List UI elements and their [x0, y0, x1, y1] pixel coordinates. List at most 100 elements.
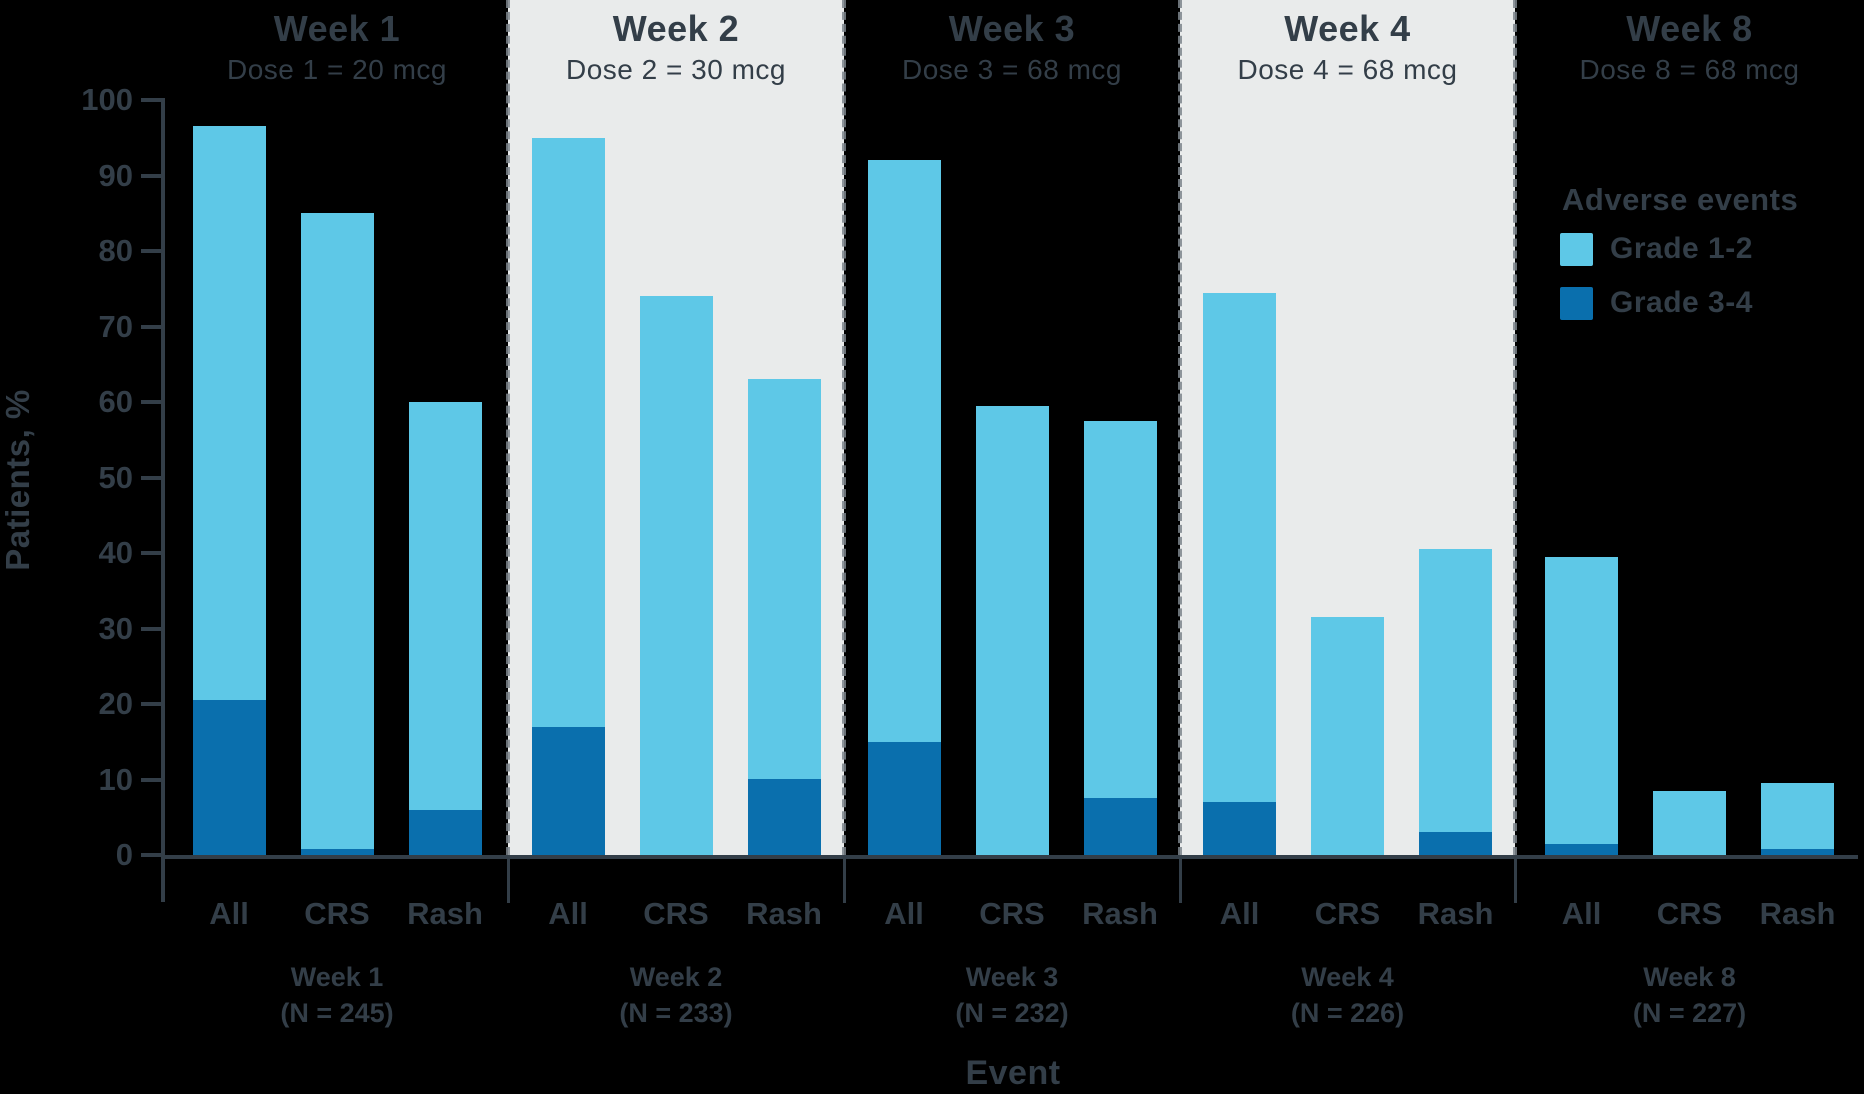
- y-tick-label: 20: [98, 686, 133, 721]
- group-week-label: Week 1: [290, 962, 384, 992]
- grade-1-2-segment: [1311, 617, 1384, 855]
- x-axis-line: [161, 855, 1858, 859]
- grade-3-4-segment: [867, 741, 941, 855]
- legend-title: Adverse events: [1562, 182, 1799, 217]
- y-tick: [141, 626, 162, 631]
- x-tick-label-crs: CRS: [979, 896, 1045, 931]
- y-tick-label: 30: [98, 610, 133, 646]
- grade-3-4-segment: [1083, 798, 1157, 855]
- group-divider: [507, 859, 510, 903]
- bar-week1-crs: [300, 213, 374, 855]
- grade-1-2-segment: [639, 296, 713, 855]
- y-tick-label: 80: [98, 233, 133, 268]
- grade-1-2-segment: [1761, 783, 1834, 855]
- grade-1-2-segment: [1419, 549, 1492, 855]
- y-tick: [141, 777, 162, 782]
- bar-week4-rash: [1419, 549, 1492, 855]
- x-tick-label-rash: Rash: [1759, 896, 1836, 931]
- y-tick-label: 100: [81, 82, 133, 117]
- y-tick-label: 70: [98, 308, 133, 344]
- x-tick-label-all: All: [548, 896, 588, 931]
- grade-1-2-segment: [1653, 790, 1726, 855]
- grade-3-4-segment: [1545, 843, 1618, 855]
- y-tick: [141, 400, 162, 404]
- x-tick-label-crs: CRS: [1314, 896, 1381, 931]
- bar-week3-crs: [975, 405, 1049, 855]
- y-tick-label: 0: [115, 837, 133, 872]
- grade-1-2-label: Grade 1-2: [1610, 232, 1753, 265]
- y-tick: [141, 853, 162, 857]
- x-axis-title: Event: [965, 1054, 1061, 1092]
- y-axis-title: Patients, %: [0, 389, 36, 571]
- bar-week8-crs: [1653, 790, 1726, 855]
- grade-1-2-segment: [975, 405, 1049, 855]
- y-axis-line: [161, 98, 165, 902]
- x-tick-label-all: All: [209, 896, 249, 931]
- panel-week-title: Week 4: [1284, 8, 1411, 49]
- x-tick-label-crs: CRS: [1656, 896, 1723, 931]
- grade-3-4-segment: [192, 700, 266, 855]
- x-tick-label-all: All: [884, 896, 924, 931]
- bar-week8-all: [1545, 556, 1618, 855]
- bar-week2-all: [531, 137, 605, 855]
- x-tick-label-crs: CRS: [304, 896, 370, 931]
- bar-week2-rash: [747, 379, 821, 855]
- panel-separator: [842, 0, 846, 855]
- group-divider: [843, 859, 846, 903]
- grade-1-2-segment: [1203, 292, 1276, 855]
- group-week-label: Week 8: [1643, 962, 1736, 992]
- x-tick-label-rash: Rash: [407, 896, 483, 931]
- panel-separator: [1178, 0, 1182, 855]
- y-tick-label: 10: [98, 761, 133, 797]
- bar-week3-rash: [1083, 420, 1157, 855]
- y-tick-label: 90: [98, 157, 133, 193]
- grade-1-2-segment: [300, 213, 374, 855]
- y-tick-label: 40: [98, 535, 133, 570]
- y-tick: [141, 173, 162, 178]
- y-tick-label: 60: [98, 384, 133, 419]
- grade-3-4-segment: [1419, 832, 1492, 855]
- group-divider: [1514, 859, 1517, 903]
- y-tick: [141, 98, 162, 102]
- panel-dose-label: Dose 2 = 30 mcg: [566, 54, 786, 85]
- grade-3-4-segment: [408, 809, 482, 855]
- bar-week8-rash: [1761, 783, 1834, 855]
- bar-week1-rash: [408, 402, 482, 855]
- grade-1-2-segment: [1545, 556, 1618, 855]
- panel-dose-label: Dose 4 = 68 mcg: [1237, 54, 1458, 85]
- group-n-label: (N = 245): [280, 998, 394, 1028]
- x-tick-label-all: All: [1561, 896, 1602, 931]
- group-n-label: (N = 227): [1632, 998, 1747, 1028]
- week-panel-1: Week 1 Dose 1 = 20 mcg: [166, 0, 508, 857]
- week-panel-3: Week 3 Dose 3 = 68 mcg: [844, 0, 1180, 857]
- group-n-label: (N = 233): [619, 998, 733, 1028]
- bar-week1-all: [192, 126, 266, 855]
- panel-dose-label: Dose 3 = 68 mcg: [902, 54, 1122, 85]
- panel-separator: [506, 0, 510, 855]
- x-tick-label-rash: Rash: [1417, 896, 1494, 931]
- bar-week4-all: [1203, 292, 1276, 855]
- grade-3-4-segment: [1203, 802, 1276, 855]
- grade-1-2-segment: [867, 160, 941, 855]
- y-tick: [141, 475, 162, 480]
- panel-dose-label: Dose 8 = 68 mcg: [1579, 54, 1800, 85]
- grade-3-4-segment: [531, 726, 605, 855]
- panel-week-title: Week 1: [273, 8, 401, 49]
- group-week-label: Week 3: [965, 962, 1059, 992]
- panel-week-title: Week 8: [1626, 8, 1753, 49]
- x-tick-label-all: All: [1219, 896, 1260, 931]
- y-tick: [141, 249, 162, 253]
- legend-item-grade-3-4: Grade 3-4: [1560, 286, 1860, 320]
- grade-3-4-segment: [1761, 848, 1834, 855]
- x-tick-label-rash: Rash: [746, 896, 822, 931]
- bar-week4-crs: [1311, 617, 1384, 855]
- group-n-label: (N = 226): [1290, 998, 1405, 1028]
- bar-week3-all: [867, 160, 941, 855]
- y-tick: [141, 324, 162, 329]
- legend: Adverse events Grade 1-2 Grade 3-4: [1560, 182, 1860, 340]
- grade-3-4-swatch: [1560, 286, 1593, 320]
- panel-week-title: Week 2: [612, 8, 740, 49]
- panel-separator: [1513, 0, 1517, 855]
- grade-3-4-label: Grade 3-4: [1610, 286, 1753, 319]
- grade-1-2-segment: [1083, 420, 1157, 855]
